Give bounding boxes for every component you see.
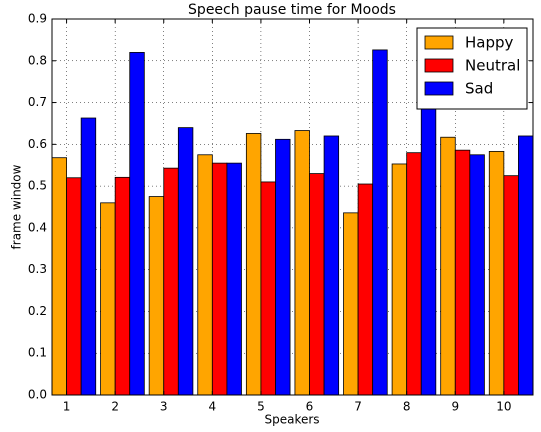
bar: [66, 177, 82, 396]
bar: [197, 154, 213, 396]
x-tick-label: 1: [63, 400, 71, 414]
y-tick-label: 0.6: [28, 137, 47, 151]
y-tick-label: 0.1: [28, 346, 47, 360]
x-axis-label: Speakers: [264, 413, 319, 427]
bar: [163, 167, 179, 396]
x-tick-label: 5: [257, 400, 265, 414]
bar: [406, 152, 422, 396]
bar: [114, 176, 131, 396]
y-tick-label: 0.8: [28, 53, 47, 67]
legend-swatch: [424, 81, 454, 96]
legend-label: Neutral: [465, 57, 520, 75]
x-tick-label: 2: [111, 400, 119, 414]
bar: [309, 173, 325, 396]
legend-swatch: [424, 58, 454, 73]
bar: [469, 154, 485, 396]
y-tick-label: 0.5: [28, 179, 47, 193]
bar: [391, 163, 408, 396]
bar: [488, 151, 505, 396]
x-tick-label: 4: [209, 400, 217, 414]
x-tick-label: 7: [354, 400, 362, 414]
chart-title: Speech pause time for Moods: [188, 2, 396, 18]
bar: [51, 157, 67, 396]
bar: [226, 162, 242, 396]
bar: [177, 127, 194, 396]
x-tick-label: 6: [306, 400, 314, 414]
bar: [245, 133, 262, 396]
x-tick-label: 10: [496, 400, 511, 414]
y-tick-label: 0.4: [28, 220, 47, 234]
bar: [420, 85, 437, 396]
plot-frame: [51, 18, 534, 396]
bar: [275, 138, 291, 396]
y-tick-label: 0.7: [28, 95, 47, 109]
legend-label: Sad: [465, 80, 493, 98]
legend-swatch: [424, 35, 454, 50]
legend-label: Happy: [465, 34, 514, 52]
bar: [323, 135, 340, 396]
y-tick-label: 0.9: [28, 12, 47, 26]
bar: [211, 162, 228, 396]
bar: [440, 136, 456, 396]
y-tick-label: 0.3: [28, 262, 47, 276]
bar: [80, 117, 97, 396]
bar: [129, 52, 145, 396]
bar: [372, 49, 388, 396]
bar: [294, 130, 310, 396]
y-tick-label: 0.2: [28, 304, 47, 318]
x-tick-label: 9: [451, 400, 459, 414]
bar: [503, 175, 519, 396]
bar: [518, 135, 534, 396]
x-tick-label: 8: [403, 400, 411, 414]
bar: [260, 181, 276, 396]
y-tick-label: 0.0: [28, 388, 47, 402]
y-axis-label: frame window: [10, 164, 24, 249]
bar: [148, 196, 165, 396]
bar: [357, 183, 374, 396]
bar: [343, 212, 359, 396]
bar: [100, 202, 116, 396]
bar: [454, 149, 471, 396]
x-tick-label: 3: [160, 400, 168, 414]
